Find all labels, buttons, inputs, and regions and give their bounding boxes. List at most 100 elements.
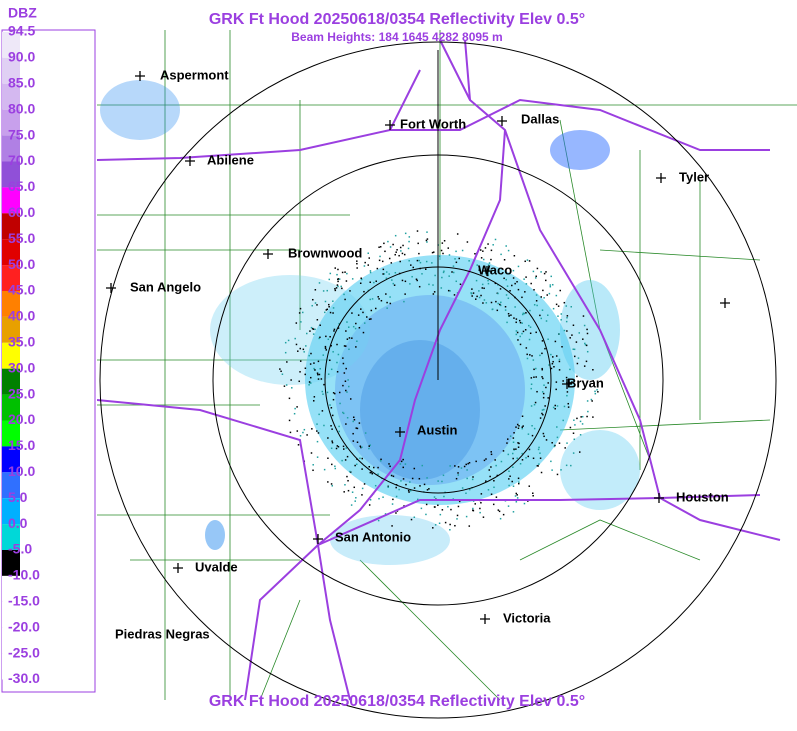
clutter: [332, 312, 334, 314]
legend-label: 55.0: [8, 230, 35, 246]
clutter: [503, 277, 505, 280]
clutter: [328, 278, 331, 281]
city-cross: [385, 120, 395, 130]
clutter: [482, 250, 484, 252]
clutter: [326, 308, 329, 311]
clutter: [403, 253, 406, 256]
clutter: [288, 397, 291, 400]
clutter: [530, 405, 533, 407]
clutter: [571, 334, 573, 336]
clutter: [379, 246, 382, 248]
clutter: [529, 309, 531, 312]
clutter: [552, 360, 554, 363]
clutter: [530, 377, 533, 379]
clutter: [487, 489, 490, 491]
clutter: [478, 290, 480, 292]
clutter: [425, 513, 427, 516]
clutter: [389, 302, 392, 305]
city-label: Abilene: [207, 152, 254, 167]
clutter: [552, 307, 555, 310]
clutter: [342, 445, 345, 448]
clutter: [402, 458, 404, 461]
clutter: [479, 507, 481, 510]
clutter: [411, 275, 413, 278]
clutter: [298, 380, 300, 383]
city-label: Brownwood: [288, 245, 362, 260]
clutter: [428, 488, 430, 490]
clutter: [542, 377, 544, 380]
clutter: [330, 368, 333, 371]
clutter: [385, 277, 388, 279]
clutter: [337, 327, 340, 329]
clutter: [566, 316, 568, 319]
clutter: [472, 476, 474, 478]
clutter: [316, 304, 318, 306]
clutter: [521, 296, 523, 299]
clutter: [480, 294, 482, 297]
clutter: [386, 301, 388, 304]
city-cross: [562, 379, 572, 389]
clutter: [333, 392, 336, 395]
clutter: [379, 255, 381, 258]
clutter: [540, 317, 543, 320]
clutter: [368, 447, 370, 450]
city-cross: [656, 173, 666, 183]
clutter: [443, 495, 445, 498]
clutter: [313, 367, 315, 370]
clutter: [522, 330, 525, 333]
clutter: [335, 287, 338, 289]
clutter: [513, 255, 516, 257]
clutter: [490, 493, 493, 496]
clutter: [558, 360, 561, 363]
clutter: [519, 462, 522, 465]
clutter: [509, 435, 512, 437]
clutter: [323, 424, 325, 427]
clutter: [318, 337, 320, 340]
clutter: [312, 333, 315, 335]
clutter: [404, 463, 407, 465]
clutter: [481, 283, 484, 286]
clutter: [299, 371, 301, 373]
clutter: [529, 354, 531, 356]
clutter: [434, 274, 436, 277]
clutter: [566, 330, 568, 332]
clutter: [443, 270, 445, 273]
clutter: [384, 513, 387, 515]
clutter: [512, 269, 515, 272]
clutter: [378, 246, 380, 249]
clutter: [584, 344, 587, 346]
clutter: [413, 467, 416, 470]
clutter: [347, 479, 349, 482]
clutter: [581, 423, 584, 425]
clutter: [596, 389, 598, 391]
clutter: [425, 503, 428, 506]
legend-label: 94.5: [8, 23, 35, 39]
clutter: [545, 386, 547, 389]
clutter: [550, 367, 553, 370]
clutter: [543, 384, 545, 386]
clutter: [384, 250, 386, 253]
clutter: [438, 255, 441, 257]
clutter: [458, 257, 460, 260]
clutter: [433, 496, 436, 498]
clutter: [298, 312, 301, 314]
clutter: [507, 312, 510, 315]
clutter: [507, 297, 510, 300]
clutter: [306, 434, 308, 436]
clutter: [385, 293, 387, 295]
clutter: [355, 427, 358, 429]
clutter: [517, 339, 519, 341]
clutter: [334, 467, 337, 470]
clutter: [516, 281, 518, 283]
clutter: [354, 500, 356, 502]
clutter: [516, 457, 518, 459]
clutter: [541, 367, 543, 370]
clutter: [563, 405, 566, 408]
clutter: [519, 321, 522, 324]
clutter: [573, 355, 576, 358]
clutter: [314, 328, 316, 331]
clutter: [512, 466, 514, 468]
clutter: [361, 487, 364, 490]
city-label: San Angelo: [130, 279, 201, 294]
city-cross: [185, 156, 195, 166]
